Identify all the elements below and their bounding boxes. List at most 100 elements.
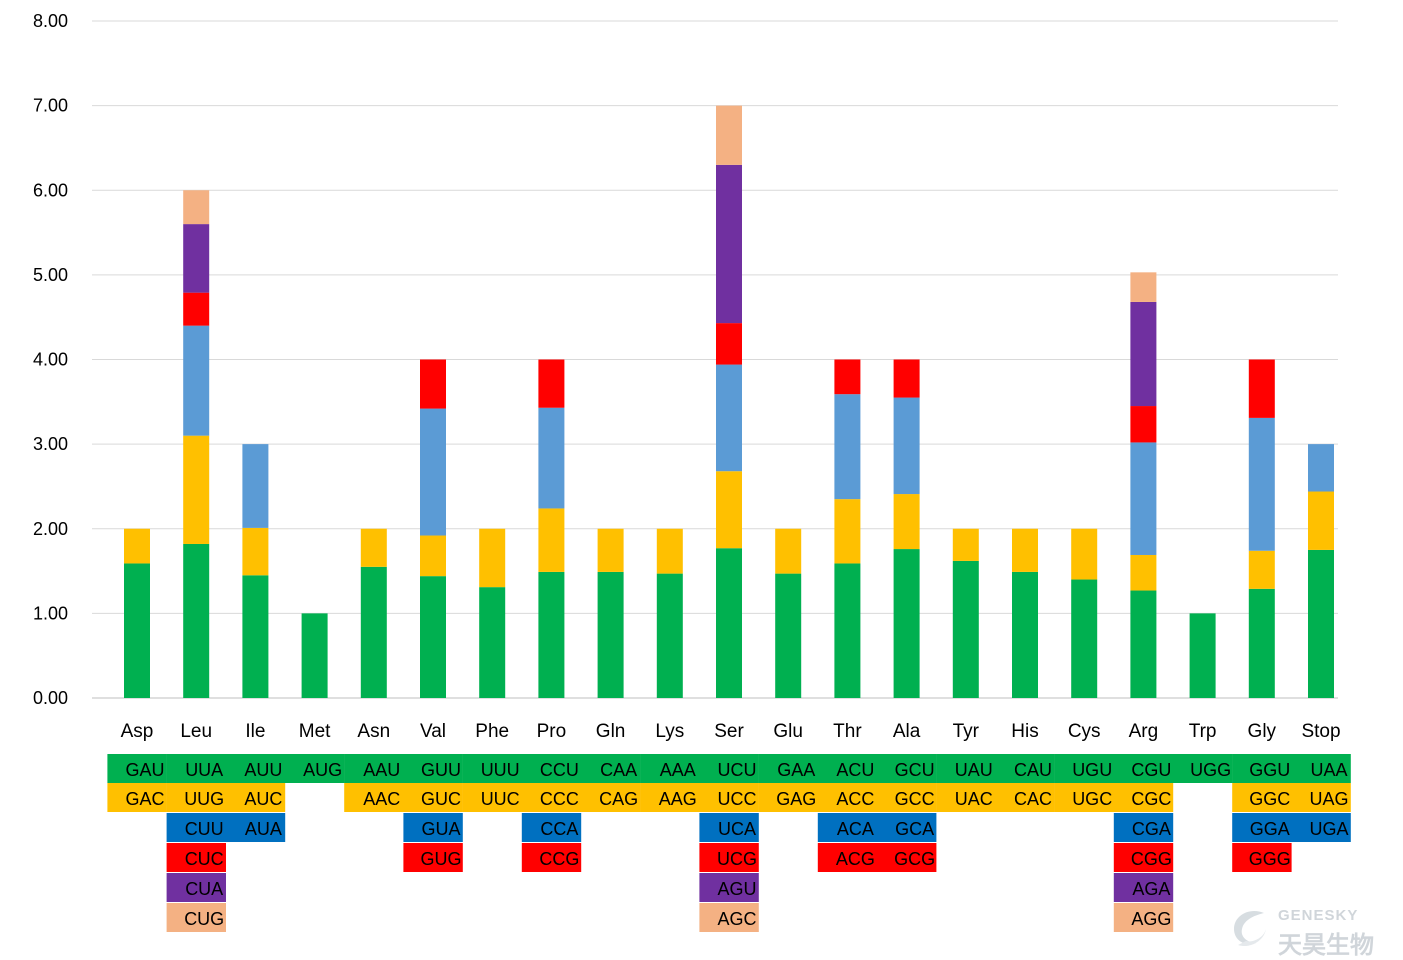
codon-cell bbox=[344, 754, 404, 783]
watermark-cn: 天昊生物 bbox=[1278, 931, 1374, 959]
codon-cell bbox=[877, 843, 937, 872]
bar-segment bbox=[420, 535, 446, 577]
codon-cell bbox=[699, 783, 759, 812]
codon-label: GUA bbox=[421, 819, 460, 839]
codon-cell bbox=[403, 813, 463, 842]
x-tick-label: Phe bbox=[475, 721, 509, 742]
bar-segment bbox=[1248, 417, 1275, 551]
codon-label: CCU bbox=[540, 760, 579, 780]
bar-segment bbox=[420, 576, 446, 698]
x-tick-label: Gln bbox=[596, 721, 626, 742]
bar-segment bbox=[420, 359, 446, 409]
codon-cell bbox=[285, 754, 345, 783]
codon-label: CCC bbox=[540, 789, 579, 809]
codon-cell bbox=[699, 873, 759, 902]
codon-cell bbox=[1113, 754, 1174, 783]
codon-cell bbox=[817, 783, 878, 812]
codon-cell bbox=[877, 754, 937, 783]
codon-label: UGG bbox=[1190, 760, 1231, 780]
codon-label: UAU bbox=[955, 760, 993, 780]
codon-label: UAA bbox=[1310, 760, 1347, 780]
codon-label: CCG bbox=[539, 849, 579, 869]
codon-cell bbox=[936, 754, 996, 783]
codon-cell bbox=[1113, 783, 1174, 812]
codon-cell bbox=[403, 843, 463, 872]
codon-cell bbox=[521, 754, 582, 783]
bar-segment bbox=[656, 573, 683, 698]
bar-segment bbox=[716, 164, 742, 324]
y-tick-label: 5.00 bbox=[33, 265, 68, 285]
codon-cell bbox=[699, 754, 759, 783]
bar-segment bbox=[952, 560, 979, 698]
codon-label: ACC bbox=[836, 789, 874, 809]
y-tick-label: 3.00 bbox=[33, 434, 68, 454]
codon-label: GUU bbox=[421, 760, 461, 780]
codon-label: AUC bbox=[244, 789, 282, 809]
codon-label: CAU bbox=[1014, 760, 1052, 780]
codon-cell bbox=[581, 754, 641, 783]
x-tick-label: Trp bbox=[1189, 721, 1217, 742]
codon-label: GAA bbox=[777, 760, 815, 780]
codon-label: CUA bbox=[185, 879, 223, 899]
codon-label: UCA bbox=[718, 819, 756, 839]
codon-label: UCC bbox=[718, 789, 757, 809]
codon-label: AGC bbox=[717, 909, 756, 929]
bar-segment bbox=[1071, 528, 1098, 580]
bar-segment bbox=[834, 499, 861, 564]
bar-segment bbox=[597, 528, 624, 572]
bar-segment bbox=[242, 575, 269, 698]
codon-label: AGU bbox=[717, 879, 756, 899]
codon-label: UGC bbox=[1072, 789, 1112, 809]
codon-cell bbox=[758, 754, 818, 783]
x-tick-label: Asn bbox=[357, 721, 390, 742]
y-tick-label: 6.00 bbox=[33, 180, 68, 200]
codon-cell bbox=[462, 783, 522, 812]
x-tick-label: Thr bbox=[833, 721, 862, 742]
bar-segment bbox=[1012, 528, 1038, 572]
bar-segment bbox=[716, 364, 742, 472]
bar-segment bbox=[538, 571, 565, 698]
codon-cell bbox=[107, 783, 167, 812]
bar-segment bbox=[183, 543, 210, 698]
codon-label: GAG bbox=[776, 789, 816, 809]
bar-segment bbox=[1308, 549, 1334, 698]
codon-label: CCA bbox=[540, 819, 578, 839]
codon-cell bbox=[995, 783, 1055, 812]
bar-segment bbox=[1308, 491, 1334, 550]
codon-label: AAC bbox=[363, 789, 400, 809]
y-tick-label: 0.00 bbox=[33, 688, 68, 708]
codon-label: GUC bbox=[421, 789, 461, 809]
codon-label: GUG bbox=[420, 849, 461, 869]
codon-label: AGG bbox=[1131, 909, 1171, 929]
bar-segment bbox=[952, 528, 979, 561]
codon-cell bbox=[1113, 813, 1174, 842]
x-tick-label: Ala bbox=[893, 721, 921, 742]
codon-cell bbox=[521, 813, 582, 842]
codon-cell bbox=[1173, 754, 1233, 783]
codon-label: GCU bbox=[895, 760, 935, 780]
codon-label: GCC bbox=[895, 789, 935, 809]
codon-cell bbox=[1054, 754, 1114, 783]
bar-segment bbox=[479, 528, 506, 588]
codon-cell bbox=[1291, 754, 1351, 783]
bar-segment bbox=[183, 325, 210, 436]
bar-segment bbox=[360, 528, 387, 567]
bar-segment bbox=[893, 359, 920, 398]
codon-cell bbox=[403, 754, 463, 783]
bar-segment bbox=[538, 407, 565, 509]
codon-label: CUU bbox=[185, 819, 224, 839]
genesky-watermark: GENESKY 天昊生物 bbox=[1226, 905, 1386, 959]
x-tick-label: Val bbox=[420, 721, 446, 742]
codon-cell bbox=[1232, 783, 1292, 812]
bar-segment bbox=[1248, 588, 1275, 698]
codon-label: ACG bbox=[836, 849, 875, 869]
codon-label: CGA bbox=[1132, 819, 1171, 839]
bar-segment bbox=[538, 359, 565, 408]
codon-label: CGG bbox=[1131, 849, 1172, 869]
x-tick-label: Asp bbox=[121, 721, 154, 742]
y-tick-label: 1.00 bbox=[33, 603, 68, 623]
codon-label: GAU bbox=[125, 760, 164, 780]
bar-segment bbox=[242, 444, 269, 528]
codon-cell bbox=[995, 754, 1055, 783]
